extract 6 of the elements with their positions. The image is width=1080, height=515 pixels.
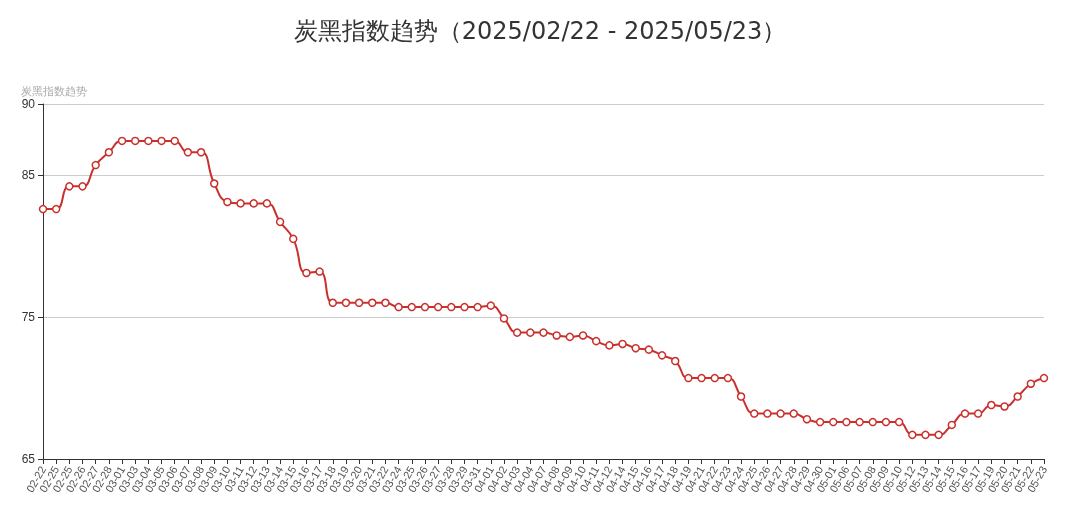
y-tick-label: 85 bbox=[21, 168, 36, 182]
y-tick-label: 75 bbox=[21, 310, 36, 324]
y-axis-title: 炭黑指数趋势 bbox=[21, 84, 87, 97]
y-tick-label: 90 bbox=[21, 97, 36, 111]
chart-title: 炭黑指数趋势（2025/02/22 - 2025/05/23） bbox=[293, 17, 787, 45]
y-tick-label: 65 bbox=[21, 452, 36, 466]
